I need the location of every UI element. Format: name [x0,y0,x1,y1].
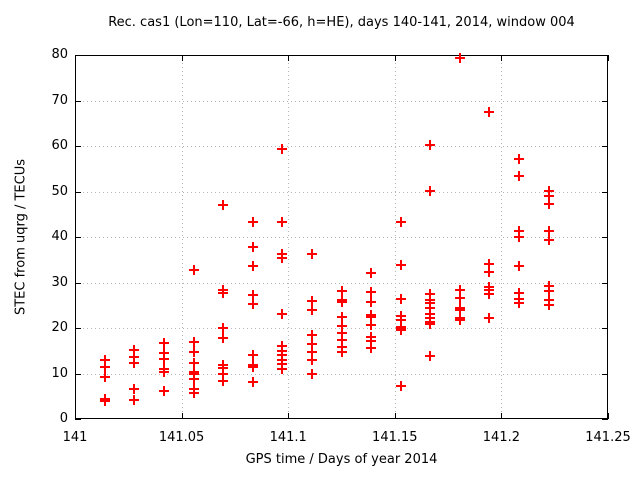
x-tick-label: 141 [62,430,88,445]
data-point-marker [396,217,406,227]
data-point-marker [514,261,524,271]
data-point-marker [218,333,228,343]
data-point-marker [100,372,110,382]
data-point-marker [514,298,524,308]
data-point-marker [248,261,258,271]
plot-border [75,55,608,419]
data-point-marker [514,154,524,164]
data-point-marker [189,337,199,347]
y-tick-label: 70 [51,92,68,108]
data-point-marker [455,293,465,303]
data-point-marker [100,396,110,406]
data-point-marker [218,288,228,298]
y-tick-label: 60 [51,138,68,153]
data-point-marker [307,305,317,315]
y-tick-label: 30 [51,274,68,290]
data-point-marker [544,199,554,209]
data-point-marker [544,235,554,245]
data-point-marker [189,347,199,357]
data-point-marker [129,384,139,394]
data-point-marker [514,171,524,181]
data-point-marker [159,354,169,364]
data-point-marker [337,312,347,322]
x-tick-label: 141.15 [372,430,418,445]
x-axis-label: GPS time / Days of year 2014 [245,452,438,467]
data-point-marker [366,343,376,353]
data-point-marker [484,107,494,117]
data-point-marker [248,242,258,252]
data-point-marker [484,289,494,299]
data-point-marker [425,319,435,329]
data-point-marker [425,351,435,361]
data-point-marker [425,140,435,150]
data-point-marker [218,376,228,386]
data-point-marker [277,309,287,319]
data-point-marker [129,358,139,368]
data-point-marker [396,325,406,335]
data-point-marker [307,330,317,340]
data-point-marker [218,200,228,210]
data-point-marker [484,313,494,323]
data-point-marker [100,362,110,372]
y-tick-label: 50 [51,183,68,199]
data-point-marker [544,300,554,310]
data-point-marker [159,338,169,348]
data-point-marker [307,249,317,259]
data-point-marker [159,367,169,377]
data-point-marker [396,381,406,391]
data-point-marker [277,253,287,263]
data-point-marker [366,287,376,297]
data-point-marker [484,267,494,277]
y-tick-label: 40 [51,229,68,244]
y-tick-label: 10 [51,365,68,381]
data-point-marker [337,286,347,296]
x-tick-label: 141.2 [482,430,520,445]
data-point-marker [396,260,406,270]
y-tick-label: 0 [59,411,68,426]
data-point-marker [337,297,347,307]
data-point-marker [248,377,258,387]
plot-svg [75,53,609,420]
data-point-marker [248,290,258,300]
data-point-marker [366,320,376,330]
data-point-marker [366,297,376,307]
chart-title: Rec. cas1 (Lon=110, Lat=-66, h=HE), days… [108,15,575,30]
data-point-marker [159,386,169,396]
data-point-marker [396,294,406,304]
data-point-marker [189,265,199,275]
data-point-marker [544,286,554,296]
data-point-marker [455,315,465,325]
data-point-marker [307,355,317,365]
data-point-marker [366,268,376,278]
y-tick-label: 20 [51,320,68,335]
data-point-marker [514,232,524,242]
plot-area [75,53,609,420]
data-point-marker [307,296,317,306]
x-tick-label: 141.1 [269,430,307,445]
data-point-marker [455,53,465,63]
data-point-marker [277,144,287,154]
data-point-marker [248,362,258,372]
x-tick-label: 141.05 [158,430,205,445]
y-tick-label: 80 [51,47,68,62]
data-point-marker [189,374,199,384]
data-point-marker [248,217,258,227]
data-point-marker [129,395,139,405]
data-point-marker [248,299,258,309]
data-point-marker [189,388,199,398]
data-point-marker [218,323,228,333]
data-point-marker [189,358,199,368]
data-point-marker [277,364,287,374]
data-point-marker [544,226,554,236]
data-point-marker [337,347,347,357]
x-tick-label: 141.25 [585,430,631,445]
data-point-marker [277,217,287,227]
data-point-marker [248,350,258,360]
data-point-marker [307,369,317,379]
data-point-marker [425,186,435,196]
